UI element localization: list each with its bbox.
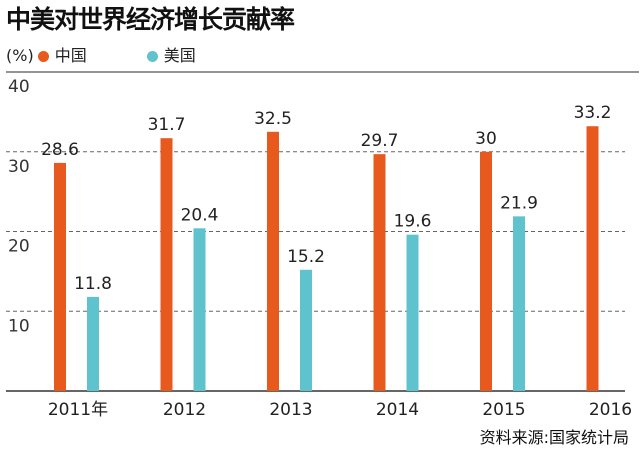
data-label: 30 bbox=[475, 129, 497, 149]
data-label: 31.7 bbox=[148, 115, 186, 135]
data-label: 21.9 bbox=[500, 193, 538, 213]
legend: (%) 中国 美国 bbox=[6, 46, 196, 66]
bar-china bbox=[373, 154, 386, 391]
x-tick-label: 2011年 bbox=[48, 400, 108, 420]
x-tick-label: 2012 bbox=[163, 400, 206, 420]
data-label: 19.6 bbox=[394, 212, 432, 232]
bar-china bbox=[480, 151, 492, 391]
data-label: 15.2 bbox=[287, 247, 325, 267]
source-note: 资料来源:国家统计局 bbox=[479, 428, 629, 447]
legend-us-label: 美国 bbox=[163, 46, 196, 65]
bar-china bbox=[267, 131, 279, 391]
bar-china bbox=[160, 138, 173, 391]
bar-us bbox=[300, 269, 312, 391]
x-tick-label: 2015 bbox=[482, 400, 525, 420]
data-label: 11.8 bbox=[74, 274, 112, 294]
y-tick-label: 20 bbox=[8, 237, 30, 257]
x-tick-label: 2016 bbox=[589, 400, 632, 420]
bar-china bbox=[586, 126, 599, 391]
y-unit-label: (%) bbox=[6, 46, 34, 65]
y-tick-label: 10 bbox=[8, 316, 30, 336]
legend-china-marker bbox=[37, 50, 49, 62]
x-tick-label: 2013 bbox=[269, 400, 312, 420]
bar-china bbox=[54, 162, 66, 391]
chart-title: 中美对世界经济增长贡献率 bbox=[6, 5, 295, 34]
legend-us-marker bbox=[146, 50, 158, 62]
y-tick-label: 40 bbox=[8, 77, 30, 97]
bar-us bbox=[406, 234, 419, 391]
y-tick-label: 30 bbox=[8, 157, 30, 177]
legend-china-label: 中国 bbox=[54, 46, 87, 65]
data-label: 32.5 bbox=[254, 109, 292, 129]
data-label: 29.7 bbox=[361, 131, 399, 151]
x-tick-label: 2014 bbox=[376, 400, 419, 420]
data-label: 28.6 bbox=[41, 140, 79, 160]
data-label: 33.2 bbox=[574, 103, 612, 123]
bar-us bbox=[513, 216, 525, 391]
bar-us bbox=[193, 228, 206, 391]
bar-us bbox=[87, 296, 99, 391]
data-label: 20.4 bbox=[181, 205, 219, 225]
